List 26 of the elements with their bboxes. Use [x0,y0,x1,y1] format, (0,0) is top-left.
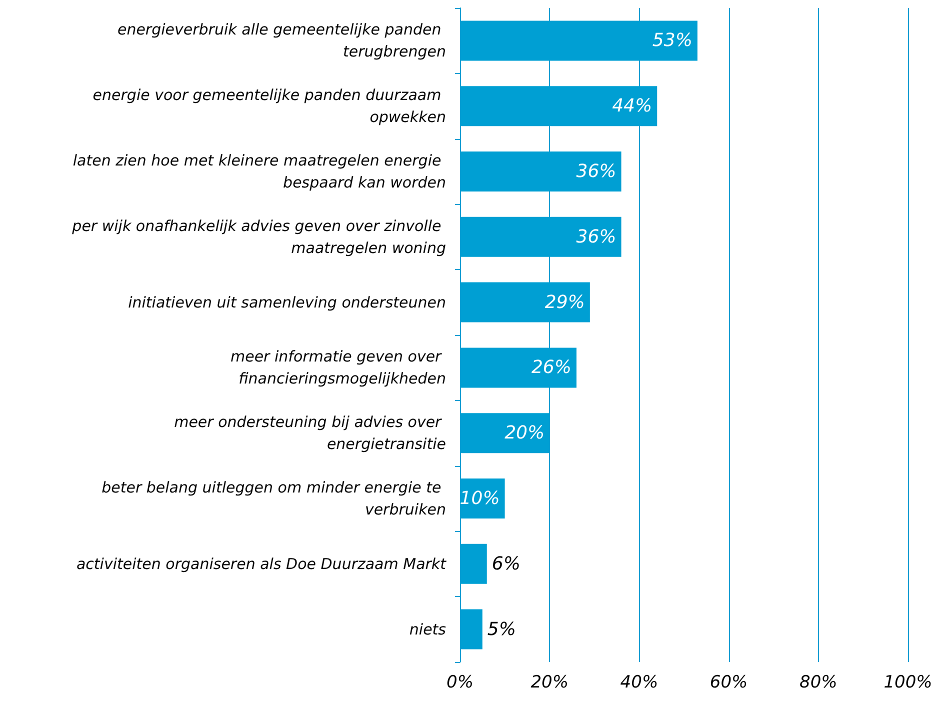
y-tick-label: energieverbruik alle gemeentelijke panden terugbrengen [117,20,446,61]
data-label: 20% [504,422,545,444]
data-label: 36% [576,161,616,182]
y-tick-label: initiatieven uit samenleving ondersteunen [128,293,446,312]
data-label: 6% [492,553,520,574]
data-label: 26% [531,357,572,378]
y-tick-label: laten zien hoe met kleinere maatregelen energie bespaard kan worden [72,152,446,192]
y-tick-label: activiteiten organiseren als Doe Duurzaam Markt [76,554,448,573]
y-tick-label: meer ondersteuning bij advies over energietransitie [174,413,446,454]
y-tick-label: per wijk onafhankelijk advies geven over zinvolle maatregelen woning [71,216,446,257]
y-tick-label: beter belang uitleggen om minder energie te verbruiken [102,478,446,518]
y-tick-label: meer informatie geven over financieringsmogelijkheden [230,348,446,388]
data-label: 53% [652,30,692,52]
data-label: 10% [460,488,500,509]
data-label: 5% [487,618,516,640]
x-tick-label: 100% [884,672,932,692]
data-label: 36% [576,226,616,248]
x-tick-label: 20% [530,672,568,692]
data-label: 44% [612,96,652,117]
x-tick-label: 0% [446,672,474,692]
data-label: 29% [544,292,585,313]
x-tick-label: 40% [620,672,658,692]
x-tick-label: 60% [710,672,748,692]
y-tick-label: energie voor gemeentelijke panden duurzaam opwekken [92,86,446,126]
y-tick-label: niets [409,620,446,638]
x-tick-label: 80% [800,672,838,692]
